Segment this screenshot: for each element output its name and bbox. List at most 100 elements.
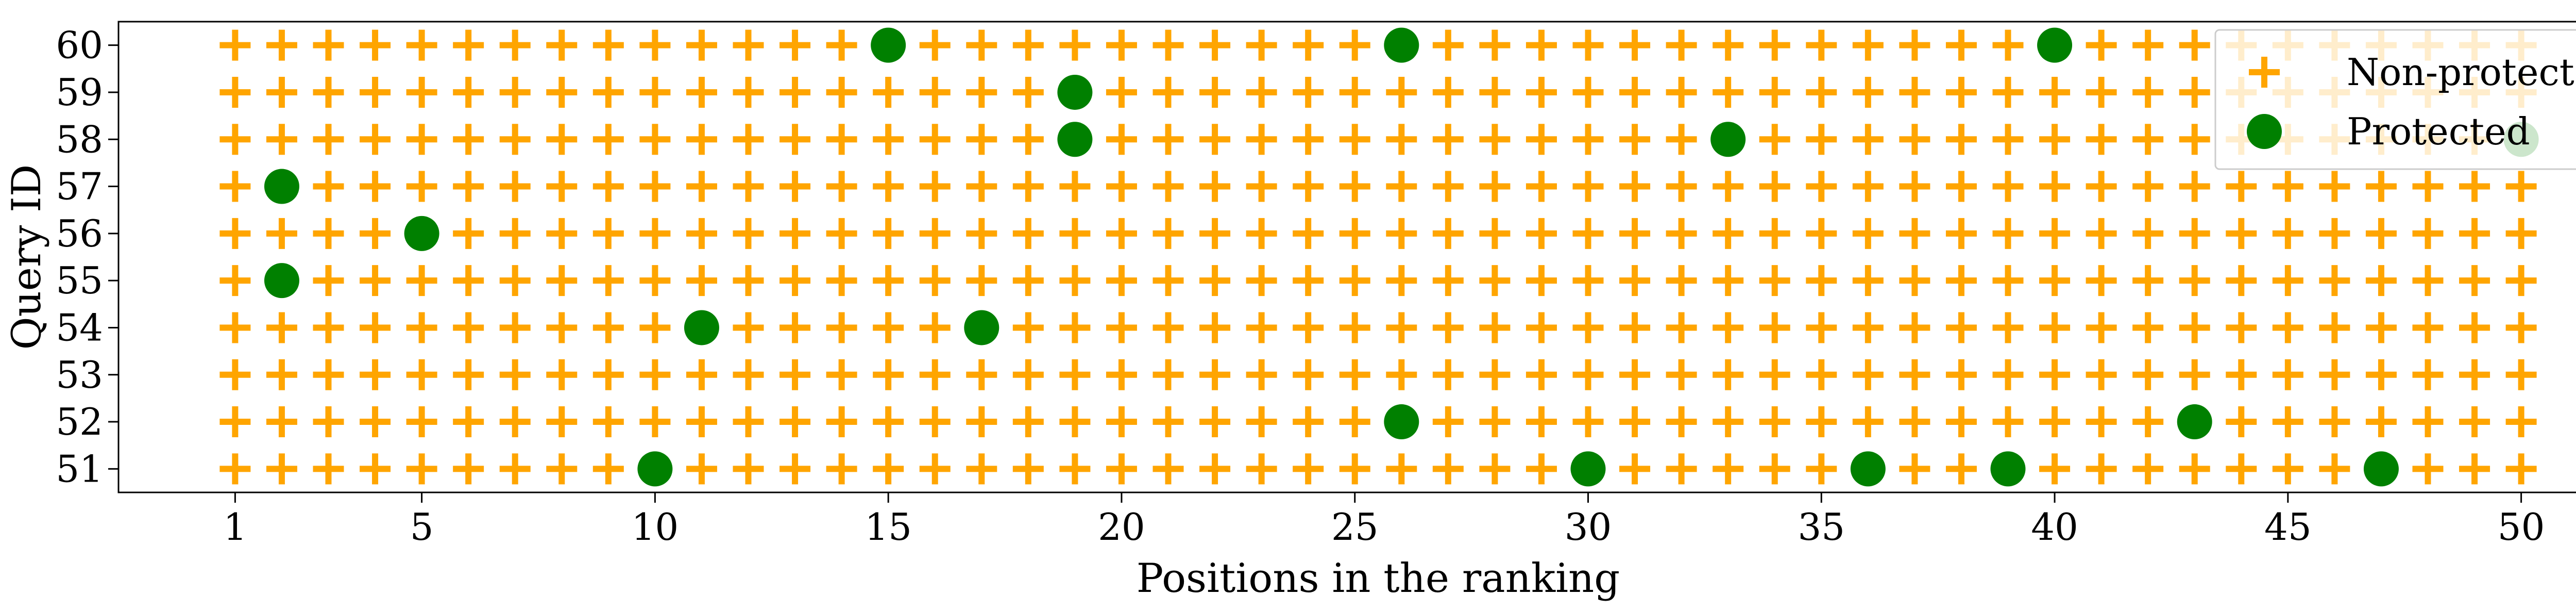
point-non-protected xyxy=(1759,124,1790,155)
point-non-protected xyxy=(1992,406,2024,438)
point-non-protected xyxy=(1572,124,1604,155)
point-non-protected xyxy=(2505,359,2537,390)
point-non-protected xyxy=(2272,218,2303,249)
point-non-protected xyxy=(873,406,904,438)
point-non-protected xyxy=(1759,76,1790,108)
point-non-protected xyxy=(1246,76,1277,108)
x-tick-label: 10 xyxy=(632,505,679,549)
point-non-protected xyxy=(453,359,484,390)
point-protected xyxy=(264,263,299,299)
y-tick-label: 59 xyxy=(56,71,103,114)
point-non-protected xyxy=(966,359,997,390)
point-non-protected xyxy=(499,124,531,155)
point-non-protected xyxy=(2459,312,2490,343)
point-non-protected xyxy=(1806,406,1837,438)
point-non-protected xyxy=(1106,124,1137,155)
point-non-protected xyxy=(499,218,531,249)
point-non-protected xyxy=(1619,76,1651,108)
x-tick-label: 40 xyxy=(2031,505,2078,549)
point-non-protected xyxy=(733,406,764,438)
point-non-protected xyxy=(733,76,764,108)
point-non-protected xyxy=(546,171,578,202)
point-non-protected xyxy=(1479,29,1511,61)
point-non-protected xyxy=(686,406,717,438)
point-non-protected xyxy=(966,29,997,61)
point-non-protected xyxy=(1759,29,1790,61)
point-non-protected xyxy=(360,76,391,108)
point-non-protected xyxy=(1059,312,1091,343)
legend-circle-icon xyxy=(2247,114,2282,149)
point-non-protected xyxy=(546,29,578,61)
point-non-protected xyxy=(686,76,717,108)
point-non-protected xyxy=(1852,359,1884,390)
point-non-protected xyxy=(1666,312,1697,343)
point-non-protected xyxy=(686,171,717,202)
point-non-protected xyxy=(733,312,764,343)
point-non-protected xyxy=(2365,265,2397,296)
point-non-protected xyxy=(1339,312,1370,343)
point-non-protected xyxy=(1199,76,1231,108)
point-non-protected xyxy=(779,218,811,249)
point-protected xyxy=(2363,451,2399,487)
point-non-protected xyxy=(1339,453,1370,485)
point-non-protected xyxy=(313,359,344,390)
point-non-protected xyxy=(546,406,578,438)
point-non-protected xyxy=(1293,453,1324,485)
point-non-protected xyxy=(2226,171,2257,202)
point-non-protected xyxy=(779,76,811,108)
point-non-protected xyxy=(966,171,997,202)
point-non-protected xyxy=(2179,171,2210,202)
point-non-protected xyxy=(406,265,437,296)
point-non-protected xyxy=(360,359,391,390)
point-non-protected xyxy=(2226,453,2257,485)
point-non-protected xyxy=(360,312,391,343)
point-non-protected xyxy=(2412,265,2444,296)
point-non-protected xyxy=(2272,453,2303,485)
point-non-protected xyxy=(1806,453,1837,485)
point-non-protected xyxy=(1572,406,1604,438)
point-non-protected xyxy=(1293,312,1324,343)
point-non-protected xyxy=(2086,171,2117,202)
point-non-protected xyxy=(733,29,764,61)
point-non-protected xyxy=(499,76,531,108)
point-non-protected xyxy=(1153,124,1184,155)
point-non-protected xyxy=(2365,359,2397,390)
point-protected xyxy=(637,451,673,487)
point-non-protected xyxy=(919,406,951,438)
point-non-protected xyxy=(1432,218,1464,249)
point-non-protected xyxy=(826,29,857,61)
point-non-protected xyxy=(2179,76,2210,108)
point-non-protected xyxy=(639,29,671,61)
point-non-protected xyxy=(1713,312,1744,343)
point-non-protected xyxy=(453,29,484,61)
point-non-protected xyxy=(1759,265,1790,296)
x-tick-label: 1 xyxy=(223,505,247,549)
point-non-protected xyxy=(1339,218,1370,249)
point-non-protected xyxy=(1899,29,1930,61)
point-non-protected xyxy=(1153,76,1184,108)
point-non-protected xyxy=(546,265,578,296)
point-non-protected xyxy=(966,124,997,155)
point-non-protected xyxy=(453,453,484,485)
point-non-protected xyxy=(453,171,484,202)
point-non-protected xyxy=(266,76,297,108)
point-protected xyxy=(2177,404,2212,440)
point-non-protected xyxy=(2365,171,2397,202)
x-tick-label: 20 xyxy=(1098,505,1145,549)
point-non-protected xyxy=(592,76,624,108)
point-non-protected xyxy=(1012,453,1044,485)
point-non-protected xyxy=(1899,76,1930,108)
point-non-protected xyxy=(1012,359,1044,390)
point-non-protected xyxy=(779,453,811,485)
point-protected xyxy=(871,27,906,63)
x-tick-label: 15 xyxy=(865,505,912,549)
point-non-protected xyxy=(779,312,811,343)
point-non-protected xyxy=(1526,171,1557,202)
point-non-protected xyxy=(1713,359,1744,390)
y-tick-label: 51 xyxy=(56,447,103,490)
point-non-protected xyxy=(1059,265,1091,296)
point-non-protected xyxy=(1806,124,1837,155)
legend-entry-protected: Protected xyxy=(2247,110,2530,153)
